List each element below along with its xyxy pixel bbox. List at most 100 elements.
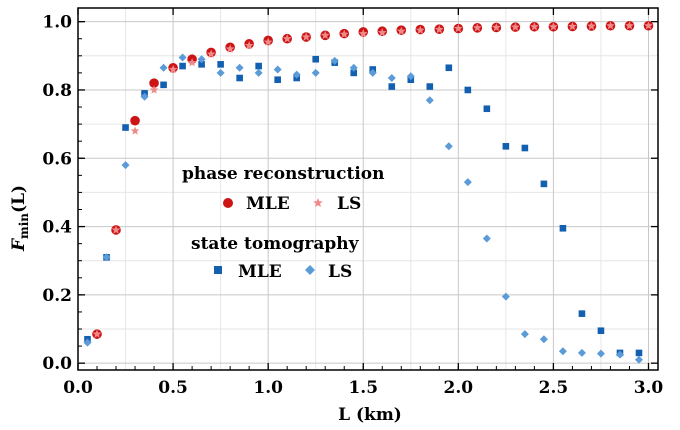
data-point: [530, 22, 539, 31]
legend-marker-state-mle: [214, 266, 222, 274]
data-point: [596, 349, 605, 358]
data-point: [358, 29, 368, 38]
legend-label-phase-ls: LS: [337, 194, 361, 214]
data-point: [140, 92, 149, 101]
data-point: [225, 44, 235, 53]
data-point: [320, 30, 330, 40]
data-point: [406, 72, 415, 81]
x-tick-label: 2.5: [539, 378, 569, 398]
series-3: [83, 53, 643, 364]
data-point: [273, 65, 282, 74]
y-tick-label: 0.2: [42, 286, 72, 306]
axis-ticks: [77, 8, 658, 370]
y-tick-label: 1.0: [42, 13, 72, 33]
x-tick-label: 1.5: [348, 378, 378, 398]
y-axis-title-sub: min: [17, 213, 31, 239]
data-point: [521, 144, 529, 152]
data-point: [625, 21, 634, 30]
data-point: [464, 86, 472, 94]
data-point: [159, 63, 168, 72]
data-point: [368, 68, 377, 77]
svg-text:Fmin(L): Fmin(L): [9, 185, 31, 252]
x-tick-label: 3.0: [634, 378, 664, 398]
data-point: [292, 70, 301, 79]
data-point: [121, 161, 130, 170]
y-axis-title-tail: (L): [9, 185, 29, 213]
data-point: [178, 53, 187, 62]
data-point: [501, 292, 510, 301]
legend-marker-phase-ls: [313, 198, 323, 208]
data-point: [606, 21, 615, 30]
data-point: [130, 126, 140, 135]
data-point: [388, 83, 396, 90]
data-point: [274, 76, 281, 84]
y-tick-label: 0.8: [42, 81, 72, 101]
data-point: [122, 124, 129, 131]
plot-frame: [77, 7, 659, 371]
data-point: [187, 58, 197, 67]
data-point: [263, 37, 273, 46]
x-tick-label: 0.0: [63, 378, 93, 398]
data-point: [160, 81, 167, 89]
data-point: [130, 115, 140, 126]
data-point: [558, 347, 567, 356]
data-point: [559, 224, 567, 232]
data-point: [330, 56, 339, 65]
series-1: [92, 21, 653, 338]
data-point: [311, 68, 320, 77]
data-point: [445, 64, 453, 72]
data-points: [83, 20, 654, 364]
data-point: [578, 310, 586, 317]
data-point: [483, 105, 491, 113]
legend-marker-state-ls: [305, 265, 315, 275]
data-point: [415, 25, 425, 34]
y-axis-title: Fmin(L): [9, 185, 31, 252]
data-point: [254, 68, 263, 77]
y-tick-label: 0.0: [42, 354, 72, 374]
data-point: [111, 225, 121, 234]
legend-marker-phase-mle: [223, 198, 233, 208]
data-point: [244, 40, 254, 50]
x-tick-label: 0.5: [158, 378, 188, 398]
data-point: [197, 55, 206, 64]
data-point: [92, 329, 102, 338]
y-tick-labels: 0.0 0.2 0.4 0.6 0.8 1.0: [42, 13, 72, 375]
legend: phase reconstruction MLE LS state tomogr…: [182, 164, 385, 282]
data-point: [635, 349, 643, 357]
data-point: [539, 335, 548, 344]
data-point: [511, 22, 520, 31]
data-point: [540, 180, 548, 188]
data-point: [339, 29, 349, 39]
legend-title-phase: phase reconstruction: [182, 164, 385, 184]
data-point: [236, 74, 243, 82]
x-tick-label: 1.0: [253, 378, 283, 398]
data-point: [235, 63, 244, 72]
data-point: [217, 61, 224, 68]
data-point: [426, 83, 434, 90]
grid-lines: [77, 8, 658, 370]
x-tick-labels: 0.0 0.5 1.0 1.5 2.0 2.5 3.0: [63, 378, 663, 398]
data-point: [568, 21, 577, 31]
x-tick-label: 2.0: [444, 378, 474, 398]
data-point: [482, 234, 491, 243]
legend-label-state-mle: MLE: [238, 262, 282, 282]
data-point: [520, 330, 529, 339]
data-point: [255, 62, 262, 70]
data-point: [463, 178, 472, 187]
data-point: [216, 68, 225, 77]
y-tick-label: 0.4: [42, 218, 72, 238]
x-axis-title: L (km): [338, 405, 402, 425]
data-point: [377, 27, 387, 37]
data-point: [587, 21, 596, 30]
data-point: [434, 24, 444, 34]
y-tick-label: 0.6: [42, 149, 72, 169]
data-point: [350, 69, 358, 77]
data-point: [282, 34, 292, 43]
data-point: [149, 78, 159, 88]
legend-label-state-ls: LS: [328, 262, 352, 282]
data-point: [491, 22, 501, 32]
data-point: [634, 355, 643, 364]
data-point: [312, 55, 320, 63]
legend-title-state: state tomography: [191, 234, 360, 254]
data-point: [206, 49, 216, 58]
